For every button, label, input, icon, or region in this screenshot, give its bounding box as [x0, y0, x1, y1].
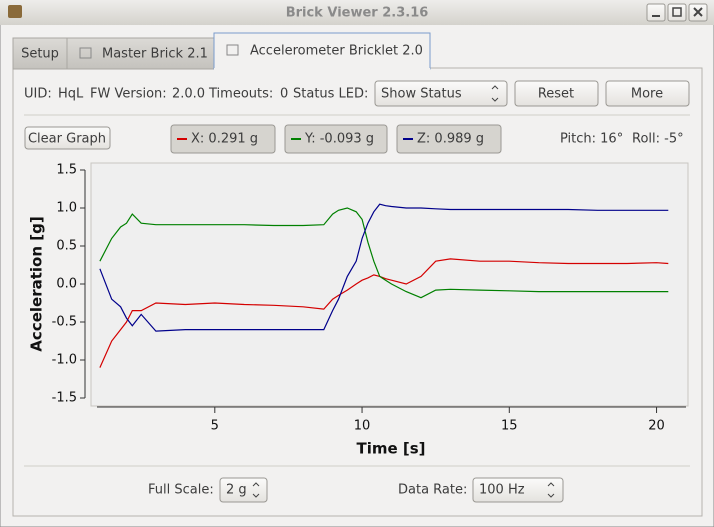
series-line	[99, 207, 669, 299]
clear-label[interactable]: Clear Graph	[28, 132, 106, 147]
window-controls[interactable]	[646, 3, 708, 22]
led-select[interactable]	[374, 80, 508, 107]
uid-label: UID:	[24, 87, 52, 102]
legend-label[interactable]: Y: -0.093 g	[304, 132, 374, 147]
tab-icon	[79, 47, 92, 59]
reset-label[interactable]: Reset	[538, 87, 574, 102]
more-button[interactable]	[605, 80, 690, 107]
tab-icon	[226, 44, 239, 56]
window-title: Brick Viewer 2.3.16	[286, 6, 429, 21]
y-tick-label: -1.0	[52, 353, 77, 368]
minimize[interactable]	[646, 3, 666, 22]
x-tick-label: 20	[648, 419, 665, 434]
rate-select-text[interactable]: 100 Hz	[479, 483, 525, 498]
y-tick-label: -1.5	[52, 391, 77, 406]
series-line	[99, 258, 669, 368]
pitch: Pitch: 16°	[560, 132, 623, 147]
app-icon	[8, 5, 22, 18]
scale-select-text[interactable]: 2 g	[226, 483, 247, 498]
more-label[interactable]: More	[631, 87, 663, 102]
led-select-text[interactable]: Show Status	[381, 87, 462, 102]
spin-icon	[547, 482, 555, 498]
reset-button[interactable]	[514, 80, 599, 107]
x-axis-label: Time [s]	[356, 440, 425, 458]
y-tick-label: 0.0	[56, 277, 77, 292]
scale-label: Full Scale:	[148, 483, 214, 498]
spin-icon	[252, 482, 260, 498]
roll: Roll: -5°	[632, 132, 684, 147]
legend-button[interactable]	[170, 124, 276, 154]
x-tick-label: 15	[501, 419, 518, 434]
clear-button[interactable]	[24, 126, 111, 150]
x-tick-label: 10	[354, 419, 371, 434]
y-tick-label: -0.5	[52, 315, 77, 330]
y-axis-label: Acceleration [g]	[28, 216, 46, 351]
rate-label: Data Rate:	[398, 483, 467, 498]
legend-button[interactable]	[284, 124, 388, 154]
plot-area	[90, 162, 689, 407]
legend-label[interactable]: Z: 0.989 g	[417, 132, 484, 147]
legend-button[interactable]	[396, 124, 502, 154]
tab-active[interactable]	[213, 32, 431, 70]
rate-select[interactable]	[472, 477, 564, 503]
led-label: Status LED:	[293, 87, 368, 102]
legend-label[interactable]: X: 0.291 g	[191, 132, 258, 147]
spin-icon	[491, 85, 499, 102]
uid: HqL	[58, 87, 84, 102]
series-line	[99, 203, 669, 332]
maximize[interactable]	[667, 3, 687, 22]
tab-label[interactable]: Accelerometer Bricklet 2.0	[250, 44, 423, 59]
title-bar	[0, 0, 714, 25]
y-tick-label: 1.5	[56, 163, 77, 178]
y-tick-label: 0.5	[56, 239, 77, 254]
timeouts-label: Timeouts:	[208, 87, 273, 102]
y-tick-label: 1.0	[56, 201, 77, 216]
x-tick-label: 5	[211, 419, 219, 434]
fw: 2.0.0	[172, 87, 205, 102]
tab[interactable]	[12, 37, 68, 70]
tab-label[interactable]: Master Brick 2.1	[102, 47, 208, 62]
tab-label[interactable]: Setup	[21, 47, 59, 62]
timeouts: 0	[280, 87, 288, 102]
fw-label: FW Version:	[90, 87, 167, 102]
